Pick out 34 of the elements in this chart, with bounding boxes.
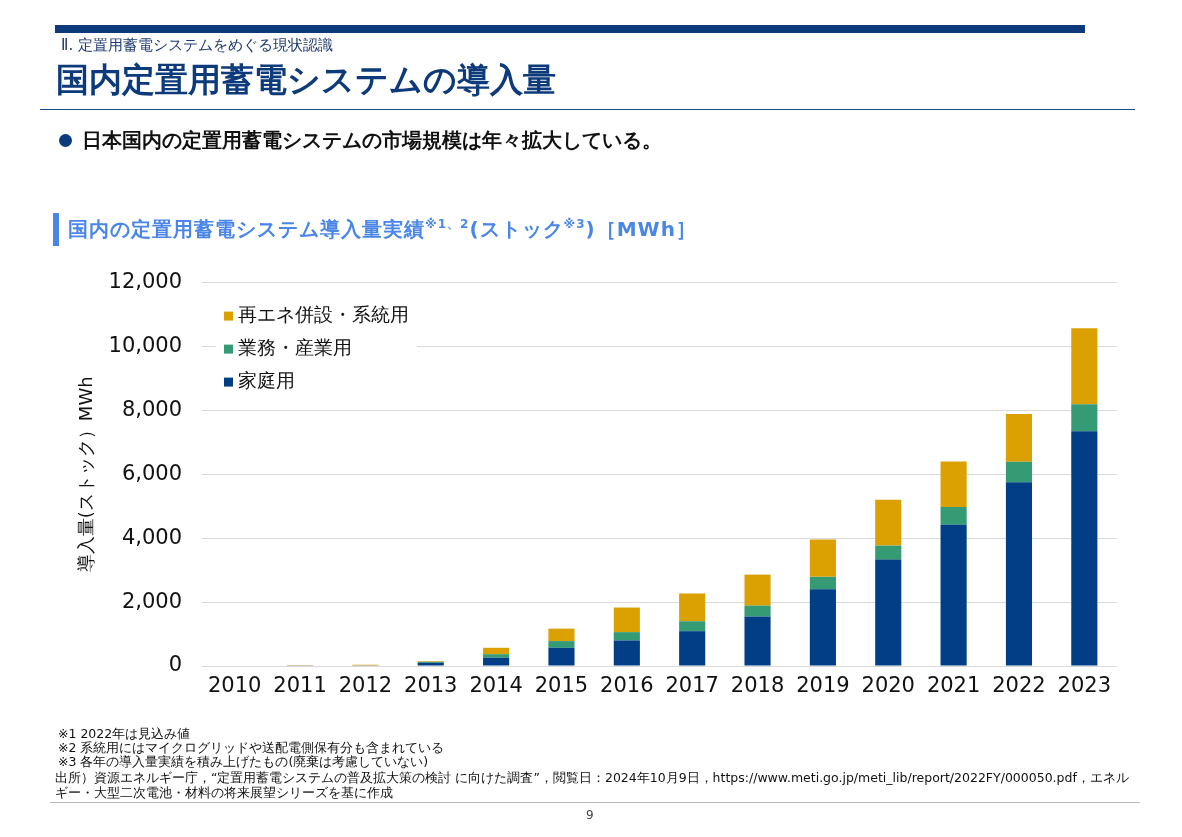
x-tick-label: 2015	[534, 673, 589, 698]
x-tick-label: 2016	[600, 673, 654, 698]
text: ※2 系統用にはマイクログリッドや送配電側保有分も含まれている	[58, 740, 445, 755]
text: ※1 2022年は見込み値	[58, 726, 192, 741]
legend-label: 業務・産業用	[238, 336, 352, 359]
y-tick-label: 8,000	[121, 396, 182, 421]
x-tick-label: 2022	[992, 673, 1046, 698]
x-tick-label: 2011	[273, 673, 327, 698]
x-tick-label: 2014	[469, 673, 523, 698]
y-tick-label: 6,000	[121, 460, 182, 485]
x-tick-label: 2010	[207, 673, 262, 698]
x-tick-label: 2023	[1057, 673, 1112, 698]
text: 日本国内の定置用蓄電システムの市場規模は年々拡大している。	[82, 127, 662, 154]
chart-subtitle: 国内の定置用蓄電システム導入量実績$^{※1、2}$(ストック$^{※3}$)［MWh］	[53, 213, 697, 246]
text: ※3 各年の導入量実績を積み上げたもの(廃棄は考慮していない)	[58, 754, 430, 769]
y-tick-label: 0	[168, 652, 182, 677]
text: 出所）資源エネルギー庁，“定置用蓄電システムの普及拡大策の検討 に向けた調査”，閲覧日：2024年10月9日，https://www.meti.go.jp/meti_lib/report/2022FY/000050.pdf，エネルギー・大型二次電池・材料の将来展望シリーズを基に作成	[50, 770, 1140, 803]
legend-label: 家庭用	[238, 369, 295, 392]
x-tick-label: 2012	[338, 673, 393, 698]
x-tick-label: 2020	[861, 673, 915, 698]
x-tick-label: 2013	[404, 673, 458, 698]
legend-label: 再エネ併設・系統用	[238, 303, 409, 326]
y-tick-label: 10,000	[108, 332, 182, 357]
text: Ⅱ. 定置用蓄電システムをめぐる現状認識	[55, 25, 1085, 55]
y-axis-title: 導入量(ストック）MWh	[75, 376, 97, 573]
x-tick-label: 2018	[730, 673, 785, 698]
y-tick-label: 2,000	[121, 588, 182, 613]
text: 9	[586, 808, 594, 822]
y-tick-label: 4,000	[121, 524, 182, 549]
chart-title: 国内定置用蓄電システムの導入量	[40, 58, 1135, 110]
x-tick-label: 2021	[926, 673, 981, 698]
x-tick-label: 2017	[665, 673, 719, 698]
y-tick-label: 12,000	[108, 269, 182, 294]
x-tick-label: 2019	[796, 673, 850, 698]
